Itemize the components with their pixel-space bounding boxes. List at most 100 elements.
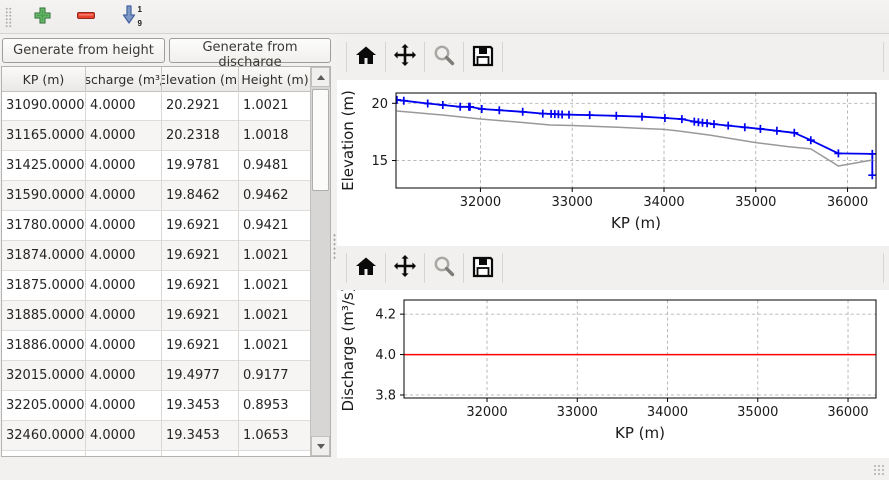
table-row[interactable]: 31165.0000 4.0000 20.2318 1.0018 [2,121,312,151]
table-cell[interactable]: 4.0000 [86,91,162,121]
table-header: KP (m) Discharge (m³/s) Elevation (m) He… [2,67,330,92]
table-row[interactable]: 31885.0000 4.0000 19.6921 1.0021 [2,301,312,331]
table-cell[interactable]: 19.4977 [162,361,239,391]
vertical-scrollbar[interactable] [310,67,330,456]
home-button[interactable] [348,39,384,75]
table-cell[interactable]: 0.9462 [239,181,312,211]
minus-icon [76,6,96,28]
table-cell[interactable]: 4.0000 [86,331,162,361]
table-row[interactable]: 31875.0000 4.0000 19.6921 1.0021 [2,271,312,301]
table-row[interactable]: 31590.0000 4.0000 19.8462 0.9462 [2,181,312,211]
table-row[interactable] [2,451,312,456]
column-header-discharge[interactable]: Discharge (m³/s) [86,67,162,91]
column-header-kp[interactable]: KP (m) [2,67,86,91]
table-cell[interactable]: 31425.0000 [2,151,86,181]
table-cell[interactable]: 31885.0000 [2,301,86,331]
generate-from-discharge-button[interactable]: Generate from discharge [169,38,331,70]
table-cell[interactable]: 0.9177 [239,361,312,391]
elevation-plot[interactable]: 32000 33000 34000 35000 36000 15 20 KP (m) Eleva… [337,80,889,246]
sort-rows-button[interactable]: 1 9 [116,3,144,31]
resize-grip[interactable] [873,464,886,477]
scrollbar-thumb[interactable] [312,89,329,191]
table-cell[interactable]: 4.0000 [86,181,162,211]
table-cell[interactable]: 31780.0000 [2,211,86,241]
save-button[interactable] [465,250,501,286]
save-button[interactable] [465,39,501,75]
table-cell[interactable]: 0.8953 [239,391,312,421]
table-cell[interactable]: 1.0021 [239,301,312,331]
svg-text:4.0: 4.0 [375,348,396,363]
generate-from-height-button[interactable]: Generate from height [2,38,165,63]
triangle-down-icon [316,443,325,449]
table-cell[interactable]: 19.6921 [162,271,239,301]
column-header-elevation[interactable]: Elevation (m) [162,67,239,91]
table-row[interactable]: 31090.0000 4.0000 20.2921 1.0021 [2,91,312,121]
table-cell[interactable] [162,451,239,456]
table-cell[interactable]: 1.0018 [239,121,312,151]
table-cell[interactable]: 0.9421 [239,211,312,241]
table-row[interactable]: 31886.0000 4.0000 19.6921 1.0021 [2,331,312,361]
table-row[interactable]: 32460.0000 4.0000 19.3453 1.0653 [2,421,312,451]
table-cell[interactable]: 4.0000 [86,301,162,331]
table-row[interactable]: 31874.0000 4.0000 19.6921 1.0021 [2,241,312,271]
table-cell[interactable]: 20.2921 [162,91,239,121]
table-row[interactable]: 32205.0000 4.0000 19.3453 0.8953 [2,391,312,421]
table-cell[interactable] [86,451,162,456]
table-cell[interactable]: 4.0000 [86,121,162,151]
table-cell[interactable]: 1.0021 [239,91,312,121]
plus-icon [33,6,52,28]
table-cell[interactable]: 19.6921 [162,301,239,331]
zoom-button[interactable] [426,39,462,75]
table-cell[interactable]: 19.9781 [162,151,239,181]
table-cell[interactable]: 0.9481 [239,151,312,181]
zoom-icon [431,43,457,72]
table-cell[interactable]: 4.0000 [86,391,162,421]
home-button[interactable] [348,250,384,286]
home-icon [353,254,379,283]
pan-icon [392,254,418,283]
add-row-button[interactable] [28,3,56,31]
table-cell[interactable]: 4.0000 [86,271,162,301]
table-cell[interactable]: 31165.0000 [2,121,86,151]
table-cell[interactable]: 4.0000 [86,361,162,391]
scroll-down-button[interactable] [311,436,330,456]
table-cell[interactable]: 19.3453 [162,421,239,451]
table-cell[interactable]: 31875.0000 [2,271,86,301]
table-cell[interactable]: 32015.0000 [2,361,86,391]
table-cell[interactable]: 19.8462 [162,181,239,211]
table-cell[interactable]: 1.0021 [239,241,312,271]
table-row[interactable]: 31780.0000 4.0000 19.6921 0.9421 [2,211,312,241]
table-cell[interactable]: 32460.0000 [2,421,86,451]
table-cell[interactable]: 20.2318 [162,121,239,151]
table-cell[interactable] [2,451,86,456]
discharge-plot[interactable]: 32000 33000 34000 35000 36000 3.8 4.0 4.2 KP (m)… [337,290,889,458]
column-header-height[interactable]: Height (m) [239,67,312,91]
table-cell[interactable]: 31886.0000 [2,331,86,361]
save-icon [470,43,496,72]
toolbar-drag-handle[interactable] [5,6,12,27]
table-cell[interactable]: 31874.0000 [2,241,86,271]
table-cell[interactable]: 32205.0000 [2,391,86,421]
table-cell[interactable]: 19.6921 [162,241,239,271]
table-cell[interactable]: 4.0000 [86,211,162,241]
panel-splitter[interactable] [331,34,337,458]
pan-button[interactable] [387,39,423,75]
table-cell[interactable]: 1.0021 [239,271,312,301]
table-cell[interactable]: 4.0000 [86,421,162,451]
remove-row-button[interactable] [72,3,100,31]
table-cell[interactable]: 4.0000 [86,241,162,271]
table-cell[interactable]: 1.0021 [239,331,312,361]
table-cell[interactable] [239,451,312,456]
table-cell[interactable]: 19.3453 [162,391,239,421]
pan-button[interactable] [387,250,423,286]
table-cell[interactable]: 4.0000 [86,151,162,181]
table-cell[interactable]: 19.6921 [162,211,239,241]
zoom-button[interactable] [426,250,462,286]
table-row[interactable]: 31425.0000 4.0000 19.9781 0.9481 [2,151,312,181]
table-cell[interactable]: 19.6921 [162,331,239,361]
table-cell[interactable]: 1.0653 [239,421,312,451]
table-cell[interactable]: 31590.0000 [2,181,86,211]
table-row[interactable]: 32015.0000 4.0000 19.4977 0.9177 [2,361,312,391]
scroll-up-button[interactable] [311,67,330,87]
table-cell[interactable]: 31090.0000 [2,91,86,121]
